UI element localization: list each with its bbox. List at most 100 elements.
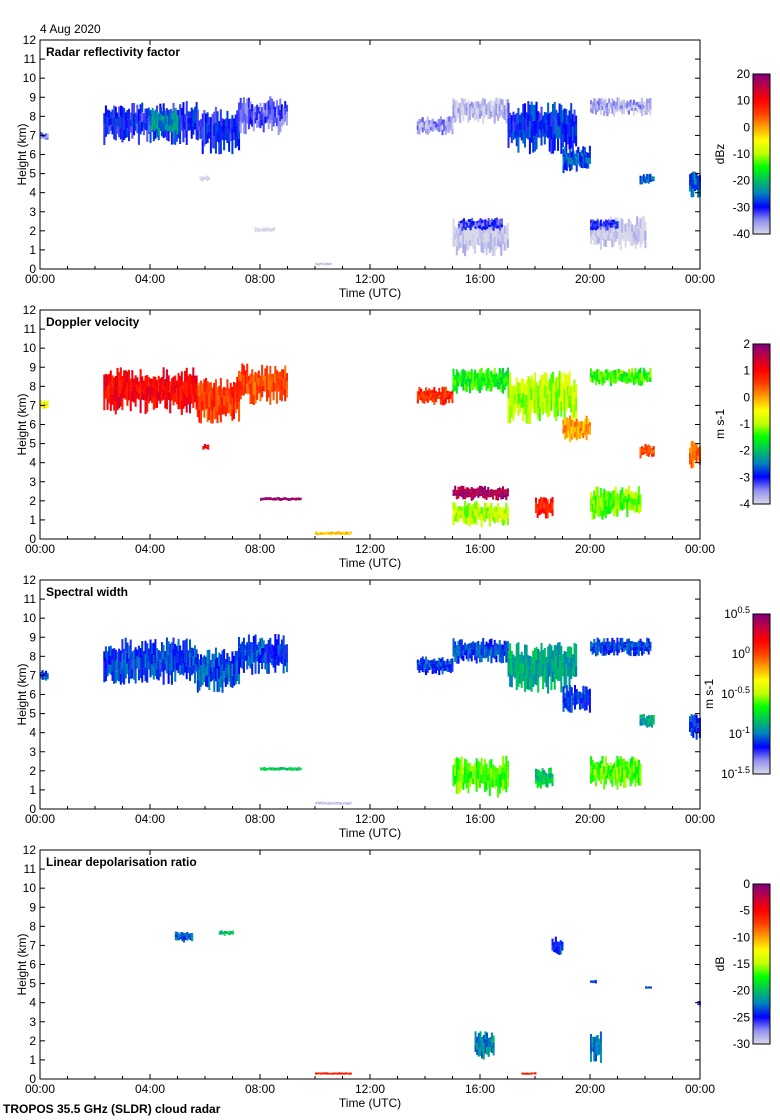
colorbar-swatch <box>753 678 770 680</box>
colorbar-swatch <box>753 388 770 390</box>
echo-pixel <box>224 387 227 398</box>
echo-pixel <box>561 654 564 662</box>
echo-pixel <box>543 779 546 785</box>
echo-pixel <box>626 649 629 654</box>
echo-pixel <box>623 235 626 242</box>
echo-pixel <box>637 101 640 105</box>
echo-pixel <box>418 124 421 130</box>
echo-pixel <box>196 130 199 141</box>
colorbar-swatch <box>753 196 770 198</box>
echo-pixel <box>448 391 451 396</box>
echo-pixel <box>469 491 472 495</box>
echo-pixel <box>103 134 106 145</box>
echo-pixel <box>266 102 269 109</box>
echo-pixel <box>152 655 155 668</box>
echo-pixel <box>636 378 639 382</box>
echo-pixel <box>639 109 642 114</box>
colorbar-swatch <box>753 671 770 673</box>
echo-pixel <box>478 516 481 521</box>
echo-pixel <box>472 641 475 646</box>
echo-pixel <box>480 105 483 111</box>
colorbar-swatch <box>753 483 770 485</box>
echo-pixel <box>339 1073 342 1075</box>
echo-pixel <box>596 506 599 517</box>
colorbar-swatch <box>753 352 770 354</box>
echo-pixel <box>201 140 204 154</box>
echo-pixel <box>478 650 481 657</box>
echo-pixel <box>266 653 269 664</box>
colorbar-swatch <box>753 88 770 90</box>
echo-pixel <box>278 497 281 499</box>
echo-pixel <box>555 391 558 407</box>
echo-pixel <box>621 774 624 783</box>
echo-pixel <box>298 499 301 501</box>
echo-pixel <box>460 489 463 494</box>
echo-pixel <box>601 771 604 780</box>
echo-pixel <box>603 105 606 111</box>
echo-pixel <box>146 108 149 120</box>
echo-pixel <box>184 370 187 383</box>
echo-pixel <box>644 221 647 231</box>
echo-pixel <box>579 152 582 157</box>
echo-pixel <box>634 224 637 233</box>
echo-pixel <box>477 108 480 116</box>
echo-pixel <box>616 637 619 644</box>
echo-pixel <box>482 777 485 784</box>
echo-pixel <box>452 489 455 492</box>
echo-pixel <box>641 181 644 185</box>
echo-pixel <box>611 103 614 109</box>
echo-pixel <box>575 136 578 147</box>
echo-pixel <box>174 393 177 402</box>
echo-pixel <box>636 642 639 647</box>
echo-pixel <box>478 230 481 238</box>
echo-pixel <box>695 731 698 740</box>
echo-pixel <box>426 398 429 403</box>
echo-pixel <box>467 487 470 491</box>
echo-pixel <box>454 489 457 493</box>
echo-pixel <box>111 375 114 386</box>
echo-pixel <box>464 109 467 115</box>
echo-pixel <box>482 377 485 382</box>
echo-pixel <box>481 1044 484 1052</box>
echo-pixel <box>563 675 566 689</box>
echo-pixel <box>344 1072 347 1074</box>
echo-pixel <box>506 239 509 248</box>
echo-pixel <box>472 372 475 379</box>
echo-pixel <box>573 120 576 133</box>
echo-pixel <box>502 490 505 495</box>
echo-pixel <box>506 778 509 788</box>
echo-pixel <box>256 228 259 230</box>
colorbar-swatch <box>753 440 770 442</box>
echo-pixel <box>533 104 536 121</box>
echo-pixel <box>139 668 142 679</box>
colorbar-swatch <box>753 704 770 706</box>
echo-pixel <box>606 373 609 377</box>
echo-pixel <box>498 507 501 511</box>
echo-pixel <box>553 674 556 690</box>
echo-pixel <box>502 238 505 244</box>
colorbar-swatch <box>753 345 770 347</box>
echo-pixel <box>646 378 649 382</box>
colorbar-swatch <box>753 164 770 166</box>
echo-pixel <box>119 367 122 381</box>
echo-pixel <box>517 657 520 672</box>
echo-pixel <box>438 118 441 124</box>
echo-pixel <box>216 131 219 142</box>
echo-pixel <box>436 660 439 664</box>
echo-pixel <box>543 497 546 503</box>
echo-pixel <box>493 517 496 524</box>
echo-pixel <box>128 658 131 671</box>
echo-pixel <box>550 139 553 154</box>
echo-pixel <box>549 767 552 773</box>
echo-pixel <box>604 373 607 377</box>
echo-pixel <box>500 766 503 774</box>
echo-pixel <box>263 499 266 501</box>
echo-pixel <box>269 391 272 405</box>
echo-pixel <box>272 228 275 230</box>
echo-pixel <box>433 121 436 124</box>
echo-pixel <box>457 490 460 495</box>
echo-pixel <box>514 663 517 671</box>
echo-pixel <box>506 493 509 497</box>
echo-pixel <box>608 233 611 241</box>
echo-pixel <box>593 648 596 653</box>
